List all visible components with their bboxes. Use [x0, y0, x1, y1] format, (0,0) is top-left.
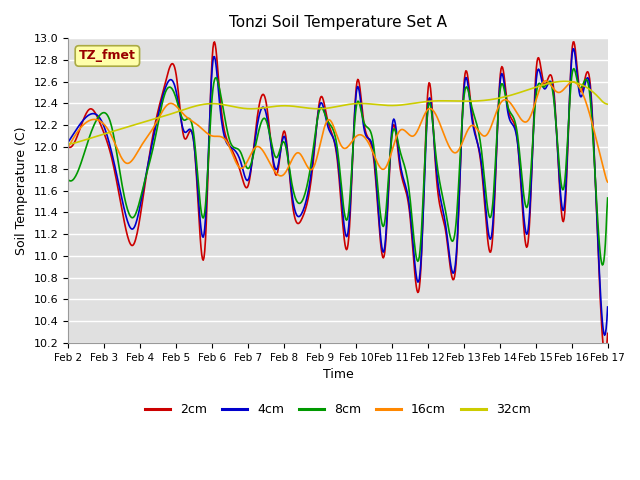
16cm: [129, 156, 137, 162]
32cm: [604, 101, 611, 107]
8cm: [129, 215, 137, 220]
8cm: [184, 116, 192, 121]
Line: 16cm: 16cm: [68, 81, 607, 182]
2cm: [129, 242, 137, 248]
16cm: [403, 130, 411, 136]
4cm: [213, 69, 221, 74]
32cm: [184, 105, 192, 111]
4cm: [601, 332, 609, 338]
Line: 4cm: 4cm: [68, 49, 607, 335]
Text: TZ_fmet: TZ_fmet: [79, 49, 136, 62]
Line: 32cm: 32cm: [68, 81, 607, 144]
Legend: 2cm, 4cm, 8cm, 16cm, 32cm: 2cm, 4cm, 8cm, 16cm, 32cm: [140, 398, 536, 421]
32cm: [419, 99, 427, 105]
2cm: [602, 352, 609, 358]
32cm: [561, 78, 569, 84]
16cm: [64, 143, 72, 148]
4cm: [403, 190, 411, 196]
16cm: [604, 179, 611, 185]
Line: 2cm: 2cm: [68, 42, 607, 355]
2cm: [403, 194, 411, 200]
4cm: [129, 226, 137, 231]
32cm: [64, 141, 72, 147]
32cm: [213, 101, 221, 107]
32cm: [129, 122, 137, 128]
4cm: [74, 124, 82, 130]
2cm: [74, 132, 82, 137]
16cm: [74, 128, 82, 134]
16cm: [213, 133, 221, 139]
Title: Tonzi Soil Temperature Set A: Tonzi Soil Temperature Set A: [229, 15, 447, 30]
2cm: [419, 212, 427, 218]
8cm: [74, 168, 82, 174]
8cm: [570, 66, 578, 72]
8cm: [419, 196, 427, 202]
Line: 8cm: 8cm: [68, 69, 607, 265]
8cm: [598, 262, 606, 268]
2cm: [570, 39, 578, 45]
32cm: [403, 101, 411, 107]
Y-axis label: Soil Temperature (C): Soil Temperature (C): [15, 126, 28, 255]
X-axis label: Time: Time: [323, 368, 353, 381]
8cm: [604, 195, 611, 201]
4cm: [184, 127, 192, 133]
8cm: [213, 76, 221, 82]
2cm: [213, 54, 221, 60]
2cm: [64, 144, 72, 150]
2cm: [604, 331, 611, 336]
16cm: [541, 78, 549, 84]
2cm: [184, 132, 192, 137]
16cm: [184, 115, 192, 121]
4cm: [604, 304, 611, 310]
8cm: [403, 175, 411, 181]
32cm: [74, 139, 82, 145]
4cm: [64, 139, 72, 144]
16cm: [419, 115, 427, 121]
4cm: [569, 46, 577, 52]
8cm: [64, 177, 72, 183]
4cm: [419, 214, 427, 220]
